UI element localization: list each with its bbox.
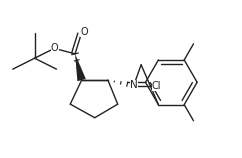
Text: O: O: [51, 43, 59, 53]
Text: N: N: [130, 80, 137, 90]
Text: O: O: [80, 27, 88, 37]
Polygon shape: [75, 54, 86, 81]
Text: Cl: Cl: [152, 81, 161, 91]
